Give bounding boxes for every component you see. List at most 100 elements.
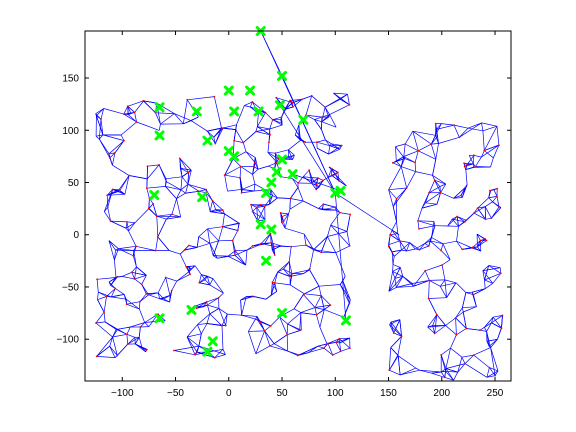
network-edge-1464 (418, 225, 436, 230)
network-edge-67 (131, 272, 135, 280)
network-edge-1499 (473, 206, 486, 214)
network-node-256 (500, 327, 503, 330)
network-node-258 (458, 136, 461, 139)
highlight-marker-19 (197, 192, 208, 203)
network-edge-971 (246, 244, 261, 251)
network-node-81 (280, 116, 283, 118)
network-edge-324 (212, 200, 224, 211)
network-edge-747 (243, 131, 257, 143)
network-edge-1088 (476, 233, 481, 241)
network-node-115 (255, 130, 257, 133)
network-edge-705 (209, 278, 214, 286)
network-edge-1358 (490, 339, 498, 348)
highlight-marker-28 (154, 313, 165, 324)
network-edge-40 (325, 139, 332, 145)
network-edge-1338 (390, 319, 400, 323)
network-edge-598 (287, 329, 302, 336)
network-edge-953 (316, 180, 324, 186)
network-edge-1431 (481, 122, 498, 127)
network-node-17 (321, 116, 323, 118)
network-node-167 (213, 356, 216, 359)
network-edge-1116 (456, 328, 467, 336)
network-node-102 (298, 354, 301, 356)
network-edge-1381 (428, 180, 436, 193)
network-edge-301 (283, 268, 293, 274)
network-edge-1038 (133, 250, 137, 267)
network-edge-833 (293, 294, 304, 309)
network-edge-1173 (391, 251, 394, 265)
network-edge-1419 (453, 186, 466, 199)
network-edge-857 (335, 252, 346, 277)
network-edge-1507 (456, 216, 459, 227)
network-edge-333 (206, 313, 211, 324)
network-edge-738 (106, 288, 116, 297)
network-edge-827 (121, 276, 135, 280)
network-node-180 (108, 157, 111, 159)
network-edge-810 (288, 149, 293, 160)
network-edge-268 (323, 347, 333, 356)
network-edge-1187 (488, 265, 501, 269)
network-edge-781 (180, 176, 183, 190)
network-edge-1284 (428, 186, 441, 194)
network-edge-395 (146, 178, 148, 189)
network-edge-474 (281, 117, 283, 124)
network-edge-215 (314, 295, 322, 308)
network-edge-1506 (459, 122, 482, 138)
network-node-149 (198, 190, 200, 193)
network-edge-1236 (440, 347, 451, 356)
network-edge-391 (144, 322, 150, 327)
network-edge-229 (256, 113, 259, 127)
network-edge-975 (182, 99, 188, 124)
x-tick-label: 0 (226, 388, 232, 399)
network-edge-169 (126, 333, 136, 338)
network-edge-21 (270, 189, 278, 199)
network-edge-990 (327, 343, 334, 356)
network-edge-1479 (445, 368, 454, 381)
network-node-229 (460, 194, 462, 197)
network-edge-788 (197, 313, 211, 325)
network-node-66 (231, 239, 234, 242)
network-edge-1199 (417, 207, 423, 221)
network-edge-811 (275, 149, 289, 154)
network-edge-1039 (290, 187, 299, 199)
network-node-73 (336, 171, 339, 174)
network-edge-584 (253, 184, 256, 192)
network-node-181 (187, 171, 190, 174)
network-edge-609 (300, 307, 316, 313)
network-edge-1491 (403, 150, 419, 157)
network-edge-1474 (400, 156, 405, 167)
network-edge-1504 (464, 212, 475, 223)
network-edge-632 (121, 271, 132, 277)
network-edge-445 (187, 333, 202, 338)
network-edge-1057 (432, 175, 436, 181)
network-edge-851 (240, 300, 242, 316)
network-edge-119 (176, 198, 182, 217)
network-edge-1307 (462, 247, 473, 250)
network-edge-555 (248, 331, 257, 354)
network-edge-159 (120, 134, 125, 141)
network-node-267 (395, 197, 398, 200)
y-tick-label: 50 (68, 178, 80, 189)
network-edge-963 (110, 220, 127, 229)
network-edge-1403 (390, 234, 400, 242)
network-edge-13 (179, 158, 192, 171)
network-edge-1383 (440, 371, 446, 378)
network-edge-1412 (431, 371, 442, 374)
network-edge-650 (244, 101, 253, 106)
network-edge-1502 (396, 156, 404, 162)
network-node-91 (280, 221, 283, 224)
network-edge-1297 (493, 144, 500, 158)
network-edge-573 (268, 162, 276, 167)
network-edge-1454 (428, 297, 447, 299)
network-edge-1471 (440, 183, 447, 193)
network-edge-1279 (399, 240, 402, 251)
network-edge-1332 (388, 189, 397, 200)
network-edge-984 (212, 240, 219, 256)
network-edge-891 (335, 174, 347, 187)
network-edge-517 (309, 269, 320, 287)
highlight-marker-4 (274, 100, 285, 111)
network-node-236 (398, 240, 401, 242)
network-edge-1231 (489, 367, 499, 372)
network-node-122 (240, 314, 243, 317)
network-edge-1178 (430, 144, 437, 160)
